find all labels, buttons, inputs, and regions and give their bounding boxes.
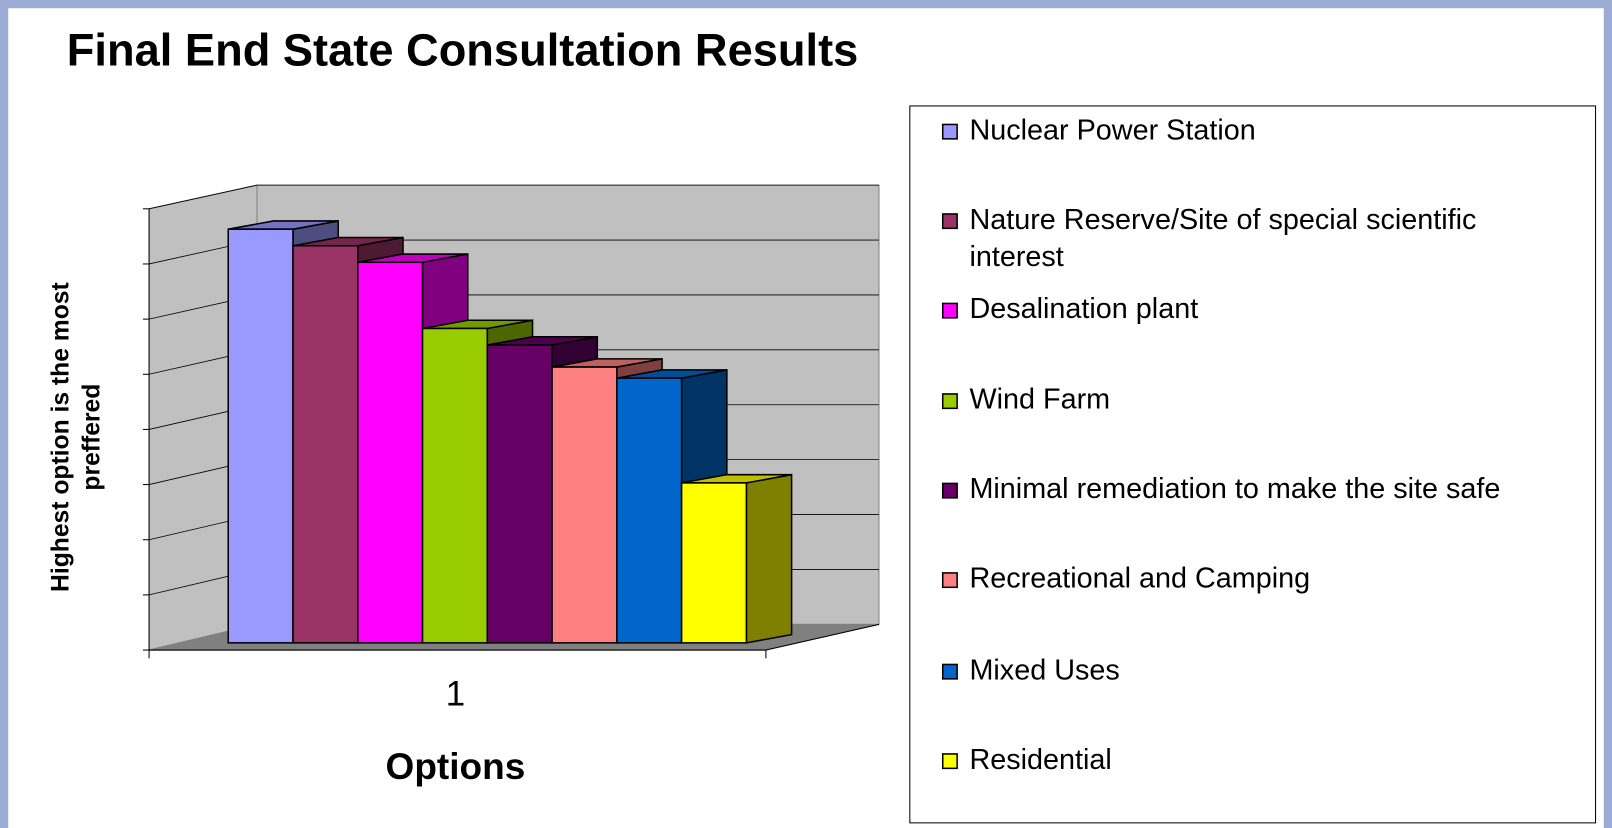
legend-label: Residential [969,744,1111,776]
bar [227,228,294,644]
legend-swatch [941,753,958,770]
chart-title: Final End State Consultation Results [67,24,858,75]
x-axis-label: Options [386,745,526,787]
legend-swatch [941,393,958,410]
bar [486,344,553,644]
bar [292,244,359,644]
legend-label: Recreational and Camping [969,563,1310,595]
legend-swatch [941,302,958,319]
bar [421,327,489,644]
legend-label: Minimal remediation to make the site saf… [969,473,1500,505]
x-tick-label: 1 [446,675,465,714]
legend-label: Mixed Uses [969,654,1119,686]
legend-label: Nature Reserve/Site of special scientifi… [969,204,1476,273]
x-axis-depth [765,623,880,651]
grid-line [148,184,258,210]
legend-label: Wind Farm [969,384,1110,416]
legend-label: Desalination plant [969,293,1198,325]
bar [616,377,683,644]
bar [551,366,618,644]
legend-swatch [941,663,958,680]
legend-swatch [941,123,958,140]
legend-swatch [941,572,958,589]
legend-swatch [941,482,958,499]
bar [680,482,748,644]
bar-side [745,473,793,644]
legend-label: Nuclear Power Station [969,114,1255,146]
y-axis-label: Highest option is the most preffered [47,282,105,592]
bar [356,261,424,644]
legend [909,105,1597,824]
legend-swatch [941,213,958,230]
